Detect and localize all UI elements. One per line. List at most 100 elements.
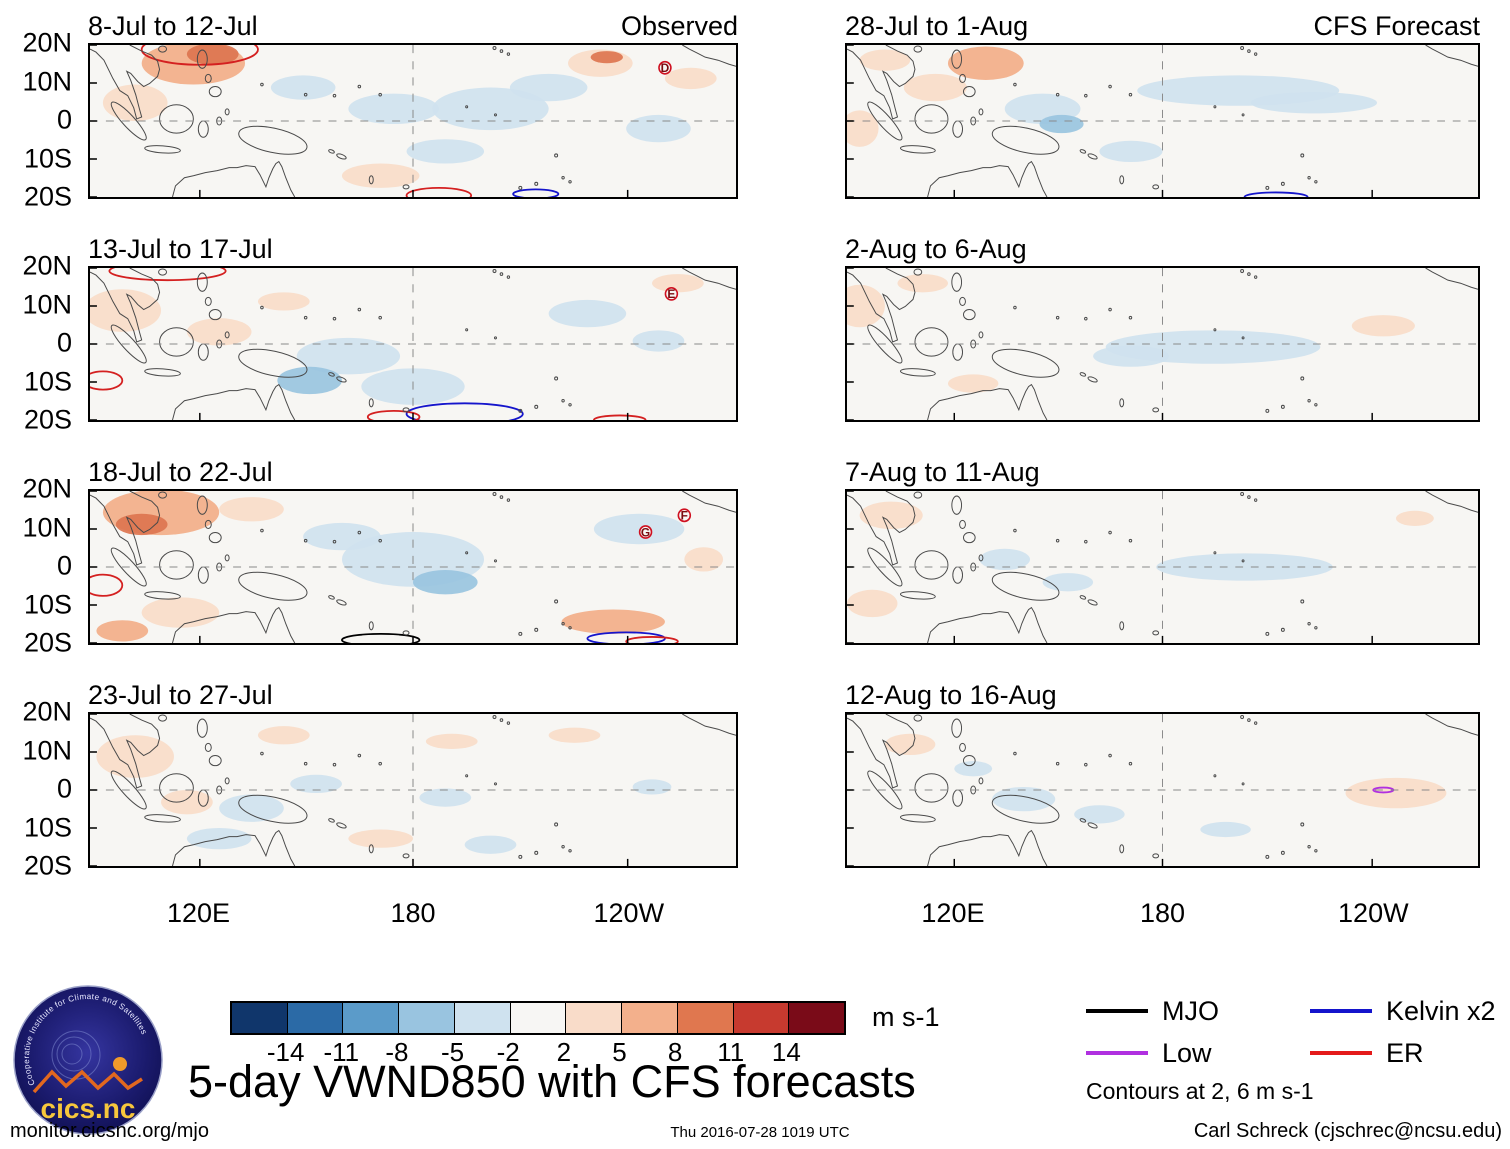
- anomaly-contour: [140, 45, 259, 66]
- panel-date-range: 12-Aug to 16-Aug: [845, 680, 1057, 710]
- panel-3: 18-Jul to 22-Jul G F 20N 10N 0 10S 20S: [22, 452, 738, 658]
- anomaly-shading: [1099, 140, 1163, 163]
- anomaly-shading: [96, 620, 149, 642]
- forecast-column: 28-Jul to 1-Aug CFS Forecast 2-Aug to 6-Au…: [845, 6, 1480, 942]
- map-canvas: D: [90, 45, 736, 197]
- cics-logo: Cooperative Institute for Climate and Sa…: [10, 982, 166, 1142]
- storm-label: D: [661, 61, 670, 75]
- anomaly-shading: [859, 49, 911, 71]
- contour-note: Contours at 2, 6 m s-1: [1086, 1078, 1314, 1104]
- map-canvas: E: [90, 268, 736, 420]
- lat-tick-label: 20S: [23, 850, 72, 881]
- anomaly-shading: [115, 513, 168, 536]
- footer-author: Carl Schreck (cjschrec@ncsu.edu): [1193, 1120, 1502, 1142]
- colorbar-tick-label: -5: [440, 1037, 465, 1067]
- anomaly-shading: [96, 735, 174, 778]
- anomaly-shading: [903, 73, 967, 102]
- anomaly-shading: [847, 589, 898, 618]
- map-canvas: [847, 268, 1478, 420]
- colorbar-units: m s-1: [872, 1002, 940, 1032]
- map-canvas: [90, 714, 736, 866]
- anomaly-shading: [847, 110, 879, 147]
- lat-tick-label: 10N: [22, 735, 72, 765]
- anomaly-shading: [257, 726, 310, 745]
- anomaly-shading: [277, 366, 342, 395]
- anomaly-shading: [548, 727, 601, 743]
- anomaly-contour: [625, 636, 679, 643]
- colorbar-cell: [622, 1003, 678, 1033]
- anomaly-shading: [1074, 805, 1125, 824]
- anomaly-shading: [979, 548, 1030, 571]
- anomaly-shading: [1200, 821, 1251, 838]
- storm-label: G: [641, 525, 650, 539]
- lat-tick-label: 0: [56, 773, 72, 804]
- storm-label: F: [681, 508, 688, 522]
- storm-marker: [638, 525, 653, 539]
- panel-date-range: 18-Jul to 22-Jul: [88, 457, 273, 487]
- anomaly-shading: [947, 374, 999, 393]
- anomaly-contour: [90, 573, 124, 597]
- lat-tick-label: 0: [56, 550, 72, 581]
- storm-marker: [658, 60, 672, 75]
- lat-tick-label: 10N: [22, 66, 72, 96]
- anomaly-shading: [406, 139, 485, 164]
- colorbar: [230, 1001, 846, 1035]
- anomaly-shading: [257, 292, 310, 311]
- colorbar-tick-label: -8: [385, 1037, 409, 1067]
- colorbar-cell: [232, 1003, 288, 1033]
- anomaly-shading: [186, 45, 239, 65]
- lon-axis: 120E 180 120W: [845, 898, 1480, 942]
- anomaly-shading: [561, 609, 665, 634]
- anomaly-shading: [1093, 345, 1169, 367]
- lat-tick-label: 10S: [23, 366, 72, 396]
- lat-tick-label: 10N: [22, 289, 72, 319]
- column-heading: Observed: [620, 11, 738, 41]
- colorbar-tick-label: -2: [496, 1037, 520, 1067]
- colorbar-cell: [510, 1003, 567, 1033]
- panel-date-range: 13-Jul to 17-Jul: [88, 234, 273, 264]
- lat-axis: 20N 10N 0 10S 20S: [2, 251, 80, 435]
- map: [845, 43, 1480, 199]
- colorbar-cell: [733, 1003, 790, 1033]
- anomaly-contour: [405, 402, 524, 420]
- anomaly-shading: [425, 733, 478, 749]
- panel-date-range: 28-Jul to 1-Aug: [845, 11, 1029, 41]
- legend-item-kelvin-x2: Kelvin x2: [1310, 990, 1510, 1032]
- anomaly-shading: [296, 337, 401, 375]
- panel-title-row: 18-Jul to 22-Jul: [88, 452, 738, 489]
- anomaly-shading: [303, 522, 381, 551]
- anomaly-shading: [1250, 92, 1378, 114]
- map-canvas: [847, 714, 1478, 866]
- lat-tick-label: 20N: [22, 696, 72, 727]
- anomaly-shading: [992, 786, 1056, 812]
- footer-timestamp: Thu 2016-07-28 1019 UTC: [670, 1124, 850, 1141]
- anomaly-shading: [954, 761, 993, 777]
- map: [845, 489, 1480, 645]
- anomaly-shading: [102, 84, 168, 121]
- anomaly-shading: [161, 790, 213, 815]
- observed-column: 8-Jul to 12-Jul Observed D 20N 10N 0 10S 20S 13-…: [22, 6, 738, 942]
- panel-2: 13-Jul to 17-Jul E 20N 10N 0 10S 20S: [22, 229, 738, 435]
- logo-wordmark: cics.nc: [41, 1093, 136, 1124]
- colorbar-cell: [677, 1003, 734, 1033]
- anomaly-shading: [509, 73, 588, 102]
- anomaly-shading: [270, 75, 336, 100]
- lat-tick-label: 0: [56, 327, 72, 358]
- colorbar-cell: [343, 1003, 400, 1033]
- lat-axis: 20N 10N 0 10S 20S: [2, 474, 80, 658]
- lat-tick-label: 10N: [22, 512, 72, 542]
- panel-title-row: 7-Aug to 11-Aug: [845, 452, 1480, 489]
- panel-1: 8-Jul to 12-Jul Observed D 20N 10N 0 10S 20S: [22, 6, 738, 212]
- anomaly-shading: [186, 318, 252, 346]
- anomaly-contour: [405, 186, 473, 197]
- anomaly-shading: [90, 289, 162, 332]
- lat-tick-label: 10S: [23, 812, 72, 842]
- lat-tick-label: 20N: [22, 250, 72, 281]
- legend-line: [1310, 1051, 1372, 1055]
- anomaly-contour: [341, 632, 421, 643]
- map-canvas: [847, 491, 1478, 643]
- panel-date-range: 23-Jul to 27-Jul: [88, 680, 273, 710]
- legend-item-low: Low: [1086, 1032, 1310, 1074]
- anomaly-shading: [897, 274, 948, 293]
- colorbar-tick-label: 8: [667, 1037, 683, 1067]
